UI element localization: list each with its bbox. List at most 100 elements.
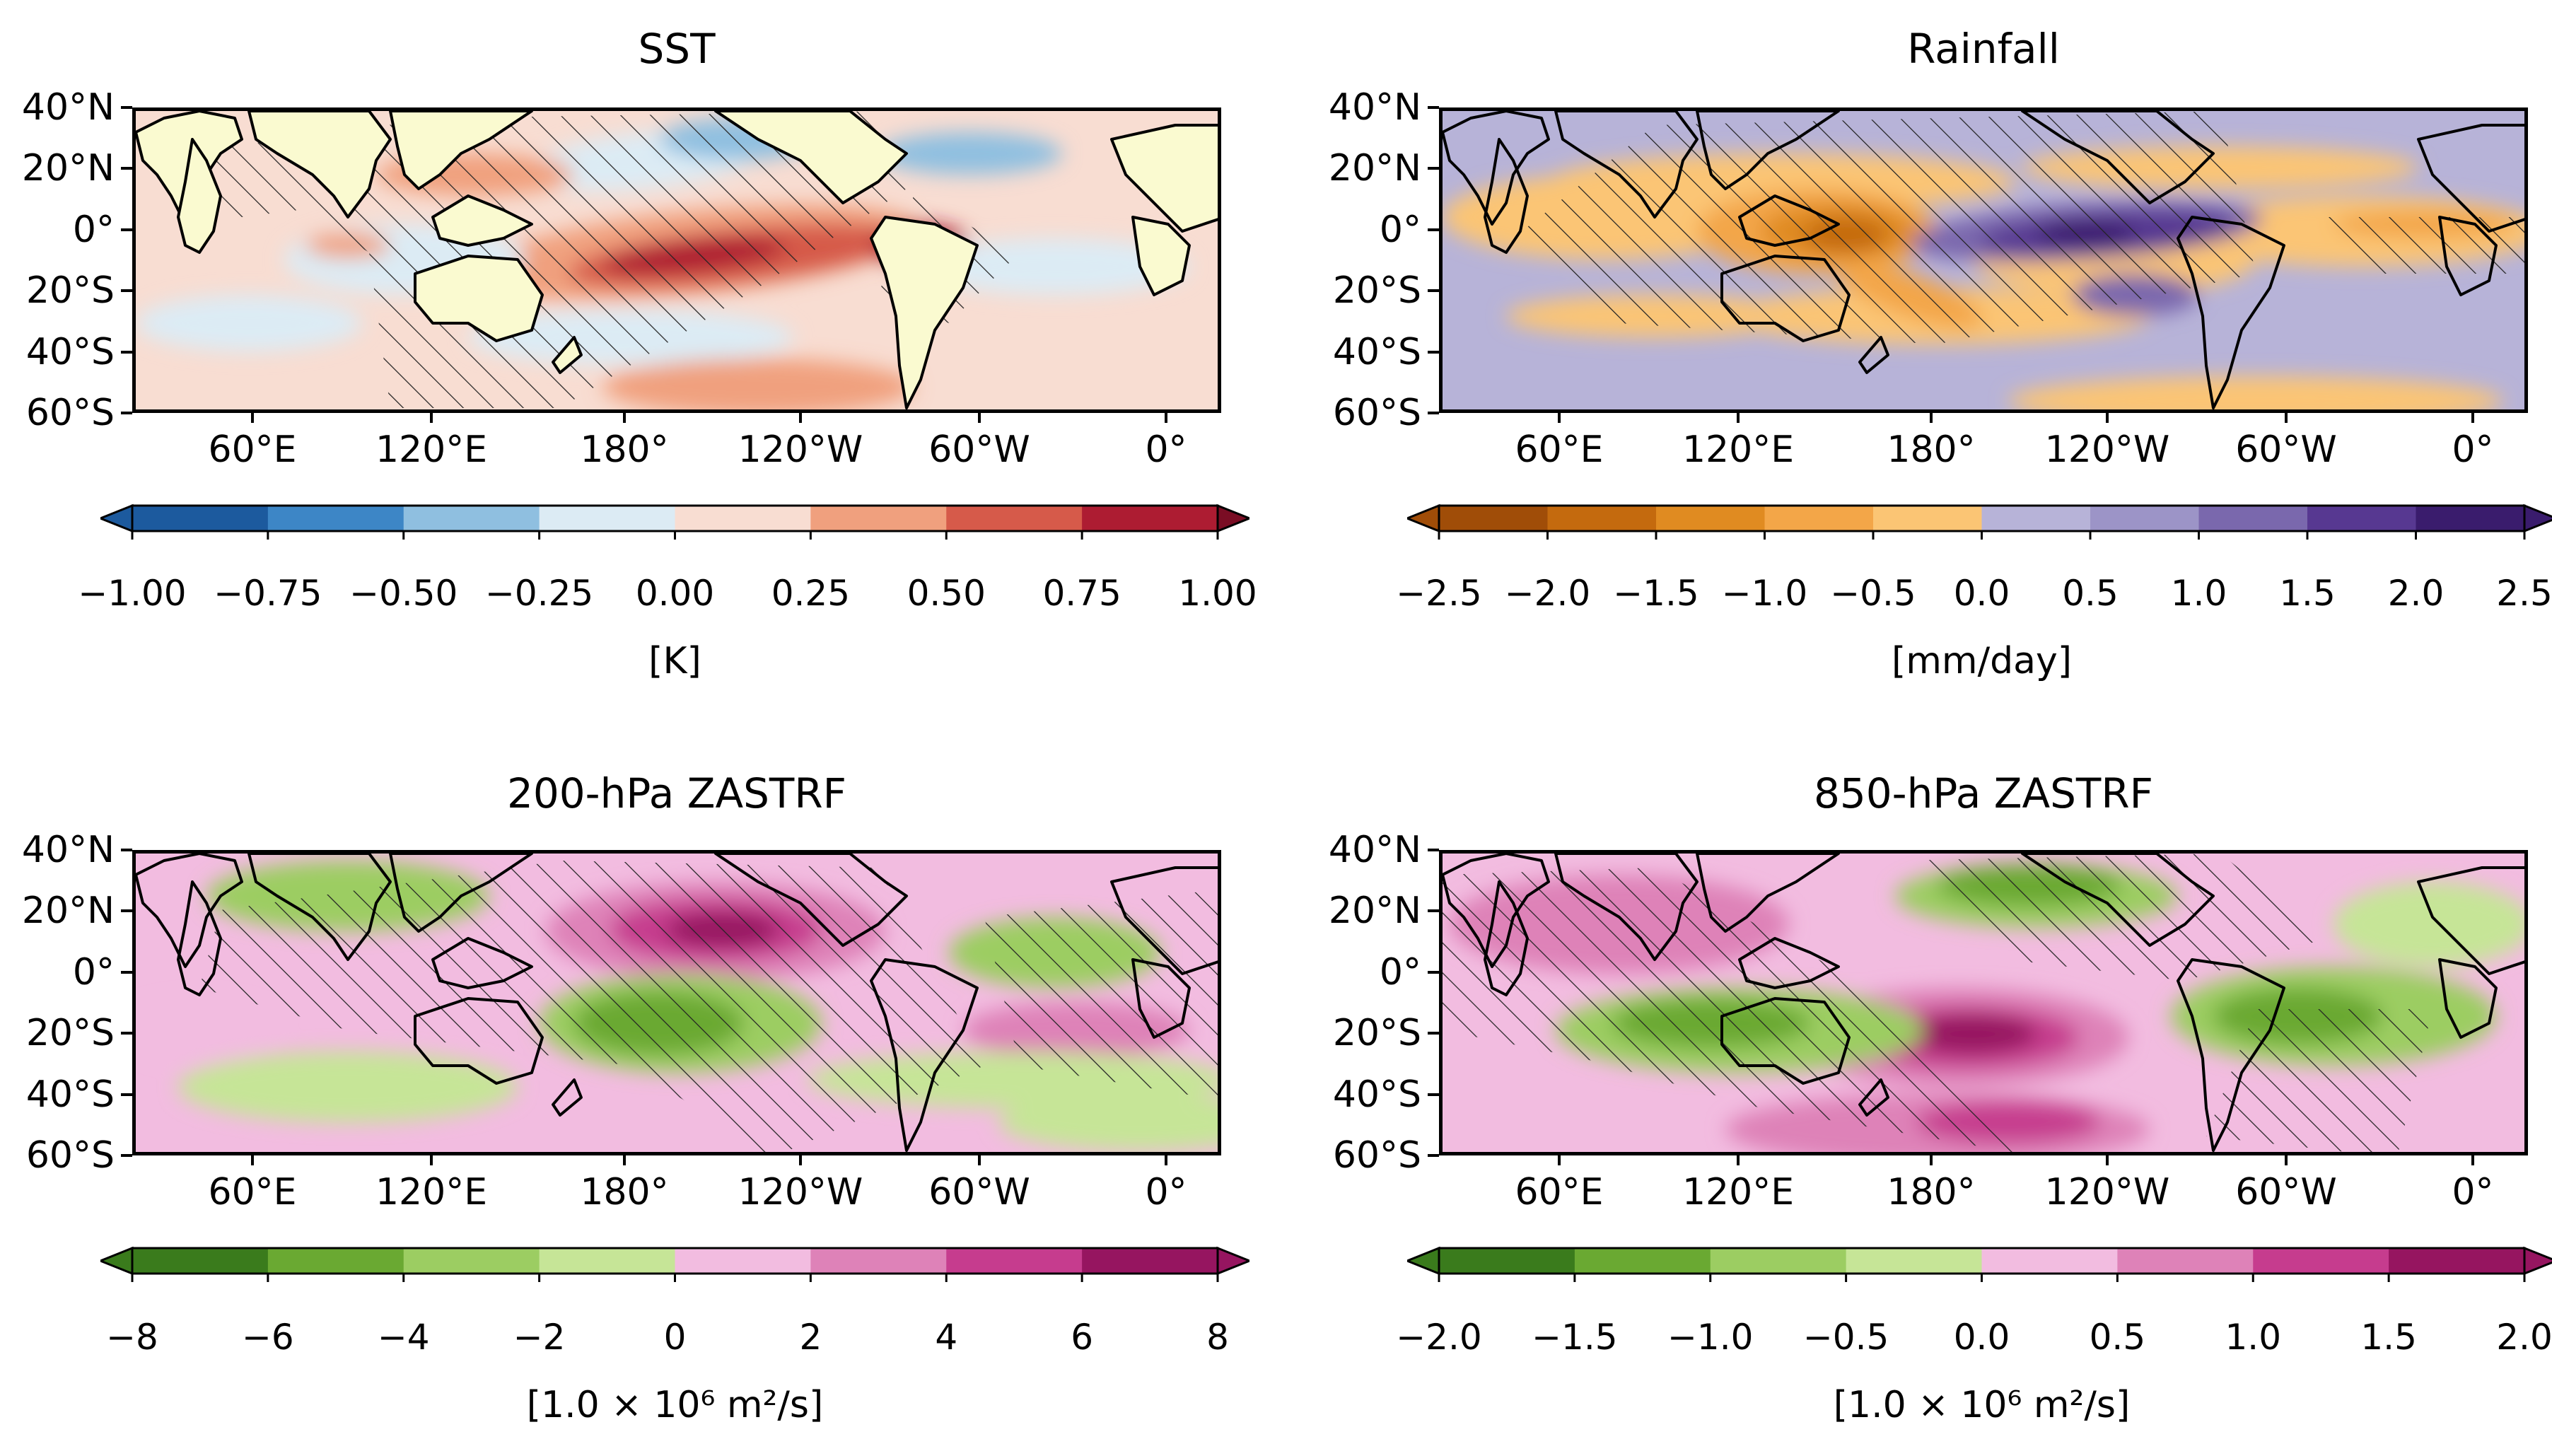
colorbar-tick-label: 2.5 bbox=[2496, 573, 2552, 614]
colorbar-segment bbox=[946, 506, 1083, 531]
coastline bbox=[1738, 194, 1840, 247]
latitude-tick bbox=[121, 289, 132, 293]
longitude-label: 60°W bbox=[928, 429, 1030, 471]
colorbar-segment bbox=[1764, 506, 1874, 531]
latitude-tick bbox=[1428, 970, 1439, 974]
latitude-tick bbox=[121, 106, 132, 109]
colorbar-segment bbox=[810, 1248, 948, 1274]
longitude-label: 120°W bbox=[738, 429, 863, 471]
colorbar-segment bbox=[2307, 506, 2417, 531]
latitude-tick bbox=[1428, 909, 1439, 913]
colorbar-segment bbox=[1547, 506, 1657, 531]
coastline bbox=[2417, 866, 2524, 975]
significance-hatching bbox=[2326, 217, 2524, 274]
longitude-tick bbox=[2106, 1155, 2109, 1165]
colorbar-tick-label: 8 bbox=[1206, 1317, 1229, 1358]
coastline bbox=[136, 854, 243, 968]
coastline bbox=[2177, 958, 2285, 1152]
colorbar-segment bbox=[539, 1248, 676, 1274]
latitude-label: 20°N bbox=[1328, 890, 1421, 933]
latitude-tick bbox=[1428, 167, 1439, 170]
latitude-tick bbox=[1428, 1093, 1439, 1096]
coastline bbox=[714, 111, 908, 204]
coastline bbox=[1858, 1078, 1889, 1117]
colorbar-tick-label: 0.0 bbox=[1953, 573, 2010, 614]
colorbar-segment bbox=[2389, 1248, 2525, 1274]
latitude-tick bbox=[121, 350, 132, 354]
colorbar-segment bbox=[1574, 1248, 1711, 1274]
longitude-label: 120°W bbox=[2044, 429, 2170, 471]
longitude-label: 120°W bbox=[2044, 1171, 2170, 1213]
longitude-label: 120°W bbox=[738, 1171, 863, 1213]
anomaly-contour bbox=[1909, 1014, 2037, 1054]
longitude-tick bbox=[251, 413, 254, 423]
colorbar-tick-label: 0.0 bbox=[1953, 1317, 2010, 1358]
panel-title: 850-hPa ZASTRF bbox=[1813, 769, 2154, 817]
colorbar-tick-label: 4 bbox=[935, 1317, 958, 1358]
colorbar-tick-label: 0.00 bbox=[635, 573, 715, 614]
coastline bbox=[1443, 111, 1550, 226]
colorbar-segment bbox=[1082, 506, 1218, 531]
colorbar-extend-high bbox=[1216, 503, 1249, 533]
longitude-tick bbox=[623, 413, 626, 423]
longitude-label: 180° bbox=[580, 429, 669, 471]
colorbar bbox=[1407, 503, 2552, 540]
colorbar-tick-label: −1.5 bbox=[1532, 1317, 1618, 1358]
coastline bbox=[1484, 880, 1529, 996]
latitude-label: 20°S bbox=[1332, 269, 1421, 313]
longitude-label: 60°W bbox=[2235, 429, 2337, 471]
colorbar bbox=[100, 1246, 1249, 1282]
map-frame bbox=[1439, 850, 2528, 1155]
longitude-label: 180° bbox=[1887, 1171, 1976, 1213]
coastline bbox=[870, 216, 979, 409]
latitude-label: 0° bbox=[72, 950, 115, 994]
colorbar-extend-high bbox=[1216, 1246, 1249, 1276]
latitude-tick bbox=[121, 909, 132, 913]
coastline bbox=[2021, 854, 2215, 947]
longitude-label: 60°E bbox=[208, 1171, 297, 1213]
coastline bbox=[2177, 216, 2285, 409]
longitude-label: 60°E bbox=[1515, 1171, 1604, 1213]
colorbar-tick-label: −2 bbox=[513, 1317, 566, 1358]
latitude-tick bbox=[1428, 350, 1439, 354]
anomaly-contour bbox=[602, 359, 914, 409]
colorbar-tick-label: 2.0 bbox=[2387, 573, 2445, 614]
longitude-tick bbox=[1558, 413, 1561, 423]
longitude-tick bbox=[1930, 413, 1933, 423]
anomaly-contour bbox=[878, 132, 1062, 175]
colorbar-unit-label: [mm/day] bbox=[1891, 640, 2073, 682]
longitude-label: 120°E bbox=[1682, 429, 1795, 471]
colorbar-segment bbox=[267, 506, 404, 531]
significance-hatching bbox=[1902, 854, 2326, 981]
longitude-tick bbox=[1737, 413, 1740, 423]
anomaly-contour bbox=[998, 1094, 1218, 1151]
latitude-tick bbox=[1428, 1032, 1439, 1035]
latitude-label: 0° bbox=[72, 208, 115, 251]
colorbar-tick-label: −0.25 bbox=[485, 573, 594, 614]
significance-hatching bbox=[199, 861, 984, 1152]
latitude-label: 20°N bbox=[21, 890, 115, 933]
latitude-tick bbox=[121, 1032, 132, 1035]
longitude-label: 60°E bbox=[1515, 429, 1604, 471]
colorbar-segment bbox=[1846, 1248, 1983, 1274]
significance-hatching bbox=[984, 890, 1218, 1100]
longitude-tick bbox=[799, 413, 802, 423]
coastline bbox=[2438, 958, 2498, 1039]
latitude-label: 60°S bbox=[25, 1134, 115, 1177]
coastline bbox=[2021, 111, 2215, 204]
longitude-label: 120°E bbox=[375, 1171, 488, 1213]
latitude-label: 40°S bbox=[25, 1073, 115, 1116]
colorbar-tick-label: −0.5 bbox=[1830, 573, 1916, 614]
longitude-tick bbox=[1558, 1155, 1561, 1165]
longitude-tick bbox=[1930, 1155, 1933, 1165]
colorbar-tick-label: −0.5 bbox=[1802, 1317, 1889, 1358]
latitude-tick bbox=[121, 970, 132, 974]
latitude-tick bbox=[1428, 412, 1439, 414]
latitude-label: 60°S bbox=[1332, 392, 1421, 434]
anomaly-contour bbox=[136, 1002, 277, 1059]
map-frame bbox=[132, 850, 1221, 1155]
colorbar-tick-label: −2.0 bbox=[1396, 1317, 1482, 1358]
colorbar-tick-label: 0 bbox=[663, 1317, 687, 1358]
colorbar-tick-label: 2.0 bbox=[2496, 1317, 2552, 1358]
coastline bbox=[1131, 216, 1191, 296]
